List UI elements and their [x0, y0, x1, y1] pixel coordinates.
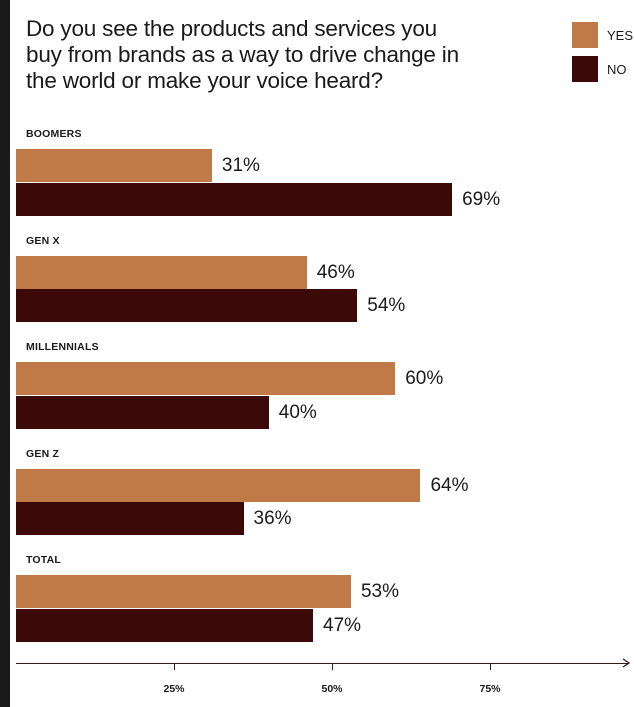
data-label-boomers-yes: 31%	[221, 155, 260, 176]
x-tick-25	[174, 664, 175, 670]
legend-label-no: NO	[607, 62, 627, 77]
bar-gen-z-no	[16, 502, 244, 535]
bar-total-no	[16, 608, 314, 642]
x-tick-label-50: 50%	[321, 683, 343, 695]
bar-boomers-no	[16, 182, 453, 216]
x-tick-75	[490, 664, 491, 670]
category-label-gen-x: GEN X	[26, 234, 60, 247]
x-tick-50	[332, 664, 333, 670]
category-label-millennials: MILLENNIALS	[26, 341, 99, 353]
x-axis-line	[16, 663, 628, 664]
bar-millennials-no	[16, 395, 269, 429]
bar-gen-z-yes	[16, 468, 421, 502]
data-label-millennials-yes: 60%	[405, 368, 444, 389]
data-label-gen-x-no: 54%	[367, 295, 406, 316]
category-label-gen-z: GEN Z	[26, 447, 60, 460]
chart-title: Do you see the products and services you…	[26, 16, 459, 93]
data-label-gen-x-yes: 46%	[316, 261, 355, 283]
legend-swatch-no	[572, 56, 598, 82]
data-label-total-yes: 53%	[360, 581, 399, 602]
legend-swatch-yes	[572, 22, 598, 48]
left-accent-rule	[0, 0, 10, 707]
bar-boomers-yes	[16, 149, 212, 182]
bar-gen-x-no	[16, 289, 358, 322]
data-label-boomers-no: 69%	[462, 188, 501, 210]
x-tick-label-75: 75%	[479, 683, 501, 695]
category-label-total: TOTAL	[26, 554, 62, 566]
bar-total-yes	[16, 575, 351, 608]
data-label-total-no: 47%	[323, 614, 362, 636]
category-label-boomers: BOOMERS	[26, 128, 82, 140]
data-label-millennials-no: 40%	[278, 401, 317, 423]
x-tick-label-25: 25%	[163, 683, 185, 695]
legend-label-yes: YES	[607, 28, 634, 43]
x-axis-arrow-icon	[622, 658, 631, 668]
data-label-gen-z-no: 36%	[253, 508, 292, 529]
bar-millennials-yes	[16, 362, 396, 395]
data-label-gen-z-yes: 64%	[430, 474, 469, 496]
bar-gen-x-yes	[16, 255, 307, 289]
